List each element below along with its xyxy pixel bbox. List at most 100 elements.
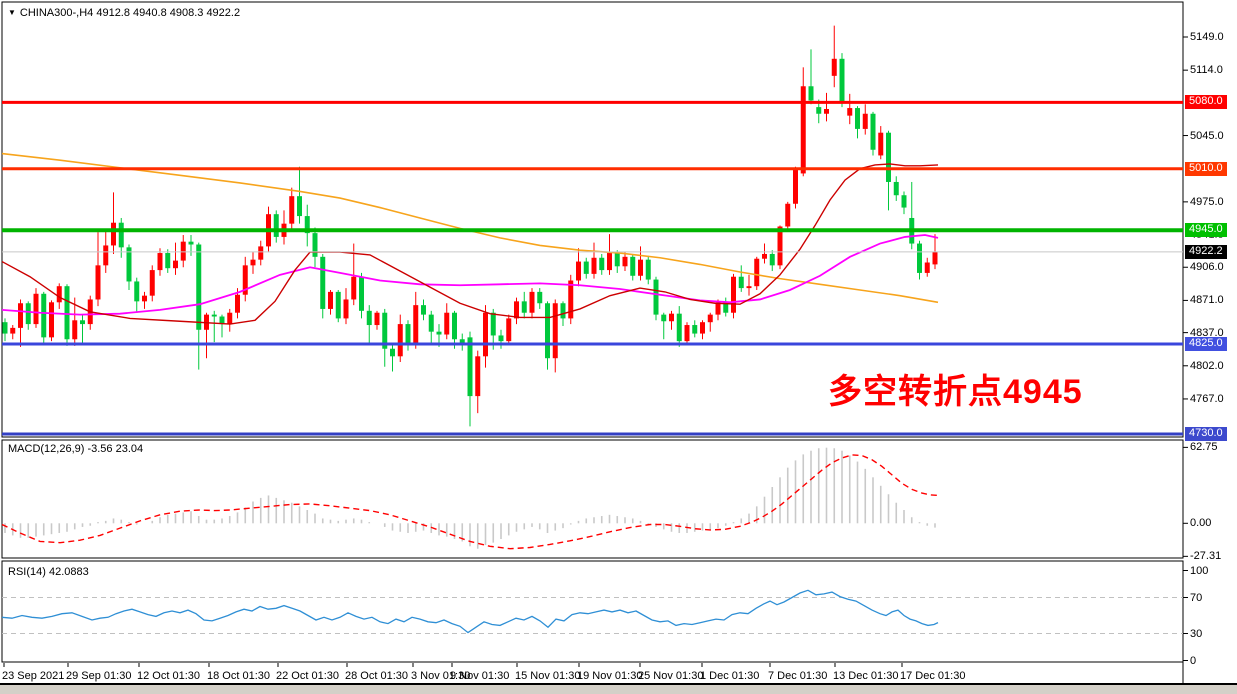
time-axis-label: 25 Nov 01:30 bbox=[638, 670, 704, 682]
price-badge-4922.2: 4922.2 bbox=[1185, 244, 1227, 259]
candle bbox=[568, 280, 574, 319]
candle bbox=[924, 262, 930, 273]
candle bbox=[638, 259, 643, 276]
price-badge-4945.0: 4945.0 bbox=[1185, 223, 1227, 238]
candle bbox=[289, 196, 295, 224]
candle bbox=[95, 265, 101, 300]
candle bbox=[839, 58, 845, 102]
candle bbox=[64, 286, 70, 340]
candle bbox=[328, 291, 333, 309]
price-scale-label: 4975.0 bbox=[1190, 195, 1224, 208]
rsi-indicator-label: RSI(14) 42.0883 bbox=[8, 566, 89, 578]
rsi-scale-label: 0 bbox=[1190, 654, 1197, 667]
annotation-text: 多空转折点4945 bbox=[828, 373, 1083, 411]
candle bbox=[41, 293, 47, 338]
candle bbox=[893, 181, 899, 196]
candle bbox=[444, 312, 450, 335]
candle bbox=[390, 348, 395, 357]
candle bbox=[785, 203, 791, 227]
candle bbox=[359, 276, 364, 311]
candle bbox=[676, 313, 682, 342]
candle bbox=[180, 241, 186, 261]
rsi-scale-label: 30 bbox=[1190, 627, 1203, 640]
time-axis-label: 17 Dec 01:30 bbox=[900, 670, 966, 682]
candle bbox=[777, 226, 783, 266]
candle bbox=[715, 302, 721, 315]
candle bbox=[808, 86, 814, 101]
candle bbox=[25, 303, 31, 325]
time-axis-label: 23 Sep 2021 bbox=[2, 670, 65, 682]
candle bbox=[483, 312, 488, 357]
candle bbox=[366, 310, 372, 326]
candle bbox=[669, 313, 674, 322]
candle bbox=[707, 314, 713, 323]
candle bbox=[297, 196, 302, 217]
candle bbox=[529, 291, 535, 313]
macd-histogram bbox=[4, 447, 936, 549]
price-scale-label: 4802.0 bbox=[1190, 359, 1224, 372]
price-scale-label: 4837.0 bbox=[1190, 326, 1224, 339]
candle bbox=[932, 251, 938, 265]
symbol-dropdown-icon[interactable]: ▼ bbox=[8, 8, 16, 17]
candle bbox=[645, 259, 651, 280]
candle bbox=[692, 325, 698, 334]
candle bbox=[521, 301, 527, 313]
horizontal-scrollbar[interactable] bbox=[0, 684, 1237, 694]
price-scale-label: 4906.0 bbox=[1190, 261, 1224, 274]
candle bbox=[304, 216, 310, 234]
macd-scale-label: -27.31 bbox=[1190, 550, 1222, 563]
candle bbox=[452, 312, 457, 340]
candle bbox=[118, 222, 124, 248]
rsi-scale-label: 100 bbox=[1190, 564, 1209, 577]
candle bbox=[490, 312, 496, 336]
candle bbox=[583, 261, 589, 274]
candle bbox=[560, 303, 566, 319]
candle bbox=[614, 253, 620, 267]
candle bbox=[80, 320, 85, 325]
candle bbox=[731, 276, 736, 313]
time-axis-label: 9 Nov 01:30 bbox=[450, 670, 510, 682]
candle bbox=[111, 222, 116, 246]
candle bbox=[428, 314, 434, 332]
time-axis-label: 18 Oct 01:30 bbox=[207, 670, 270, 682]
rsi-panel[interactable] bbox=[1, 560, 1184, 663]
candle bbox=[235, 294, 240, 313]
candle bbox=[351, 276, 357, 300]
candle bbox=[576, 261, 581, 281]
candle bbox=[762, 253, 767, 259]
time-axis-label: 7 Dec 01:30 bbox=[768, 670, 828, 682]
macd-scale-label: 0.00 bbox=[1190, 517, 1212, 530]
rsi-line bbox=[1, 589, 939, 634]
candle bbox=[475, 356, 481, 397]
candle bbox=[2, 322, 8, 334]
time-axis-label: 15 Nov 01:30 bbox=[515, 670, 581, 682]
price-badge-5010.0: 5010.0 bbox=[1185, 161, 1227, 176]
time-axis-label: 19 Nov 01:30 bbox=[577, 670, 643, 682]
candle bbox=[514, 301, 519, 319]
candle bbox=[382, 312, 388, 349]
candle bbox=[467, 337, 473, 397]
candle bbox=[227, 312, 233, 325]
candle bbox=[149, 270, 155, 296]
candle bbox=[103, 245, 109, 266]
candle bbox=[738, 276, 744, 289]
candle bbox=[196, 244, 202, 330]
time-axis-label: 12 Oct 01:30 bbox=[137, 670, 200, 682]
candle bbox=[49, 302, 54, 338]
candle bbox=[188, 241, 194, 245]
candle bbox=[917, 243, 922, 273]
candle bbox=[862, 113, 868, 129]
candle bbox=[126, 247, 132, 282]
price-badge-4825.0: 4825.0 bbox=[1185, 336, 1227, 351]
macd-panel[interactable] bbox=[1, 439, 1184, 559]
price-scale-label: 5045.0 bbox=[1190, 129, 1224, 142]
candle bbox=[72, 320, 78, 340]
candle bbox=[374, 312, 380, 326]
candle bbox=[10, 327, 16, 334]
candle bbox=[886, 132, 891, 182]
macd-indicator-label: MACD(12,26,9) -3.56 23.04 bbox=[8, 443, 144, 455]
price-scale-label: 4767.0 bbox=[1190, 392, 1224, 405]
candle bbox=[622, 256, 628, 267]
price-scale-label: 4871.0 bbox=[1190, 294, 1224, 307]
